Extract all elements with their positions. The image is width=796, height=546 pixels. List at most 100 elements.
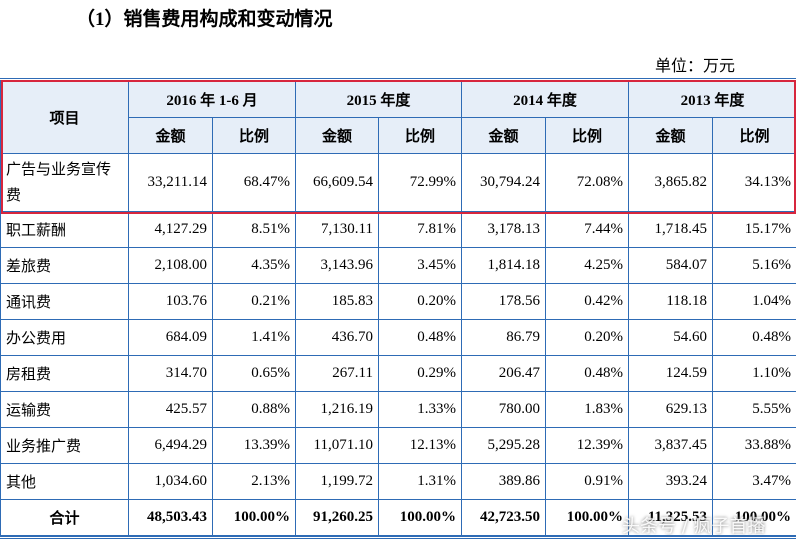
value-cell: 2.13%: [212, 463, 296, 500]
header-cell: 项目: [0, 81, 129, 154]
value-cell: 1.33%: [377, 391, 463, 428]
unit: 单位：万元: [655, 58, 736, 75]
value-cell: 4,127.29: [128, 211, 213, 248]
data-row: 差旅费 2,108.00 4.35% 3,143.96 3.45% 1,814.18 4.2…: [0, 247, 796, 284]
value-cell: 393.24: [628, 463, 714, 500]
value-cell: 0.21%: [212, 283, 296, 320]
data-row: 广告与业务宣传费 33,211.14 68.47% 66,609.54 72.99% 30…: [0, 153, 796, 212]
row-label: 广告与业务宣传费: [0, 153, 129, 212]
value-cell: 5.16%: [712, 247, 796, 284]
total-cell: 100.00%: [377, 499, 463, 536]
value-cell: 13.39%: [212, 427, 296, 464]
value-cell: 5.55%: [712, 391, 796, 428]
data-row: 办公费用 684.09 1.41% 436.70 0.48% 86.79 0.20% 54.6…: [0, 319, 796, 356]
value-cell: 314.70: [128, 355, 213, 392]
value-cell: 1.41%: [212, 319, 296, 356]
row-label: 房租费: [0, 355, 129, 392]
value-cell: 7,130.11: [295, 211, 379, 248]
table: 项目 2016 年 1-6 月 2015 年度 2014 年度 2013 年度 金额 比例金…: [0, 81, 796, 536]
value-cell: 0.48%: [377, 319, 463, 356]
total-cell: 91,260.25: [295, 499, 379, 536]
value-cell: 54.60: [628, 319, 714, 356]
value-cell: 68.47%: [212, 153, 296, 212]
value-cell: 0.88%: [212, 391, 296, 428]
value-cell: 425.57: [128, 391, 213, 428]
value-cell: 86.79: [461, 319, 547, 356]
data-row: 业务推广费 6,494.29 13.39% 11,071.10 12.13% 5,295.…: [0, 427, 796, 464]
value-cell: 3,837.45: [628, 427, 714, 464]
value-cell: 0.42%: [545, 283, 630, 320]
value-cell: 72.08%: [545, 153, 630, 212]
value-cell: 0.20%: [377, 283, 463, 320]
value-cell: 4.35%: [212, 247, 296, 284]
value-cell: 3,143.96: [295, 247, 379, 284]
value-cell: 1,814.18: [461, 247, 547, 284]
row-label: 职工薪酬: [0, 211, 129, 248]
sub-header: 金额: [295, 117, 379, 154]
year-header: 2014 年度: [461, 81, 630, 118]
value-cell: 3.45%: [377, 247, 463, 284]
value-cell: 684.09: [128, 319, 213, 356]
total-cell: 42,723.50: [461, 499, 547, 536]
value-cell: 185.83: [295, 283, 379, 320]
sub-header: 比例: [212, 117, 296, 154]
value-cell: 4.25%: [545, 247, 630, 284]
total-cell: 100.00%: [712, 499, 796, 536]
value-cell: 34.13%: [712, 153, 796, 212]
value-cell: 7.81%: [377, 211, 463, 248]
value-cell: 8.51%: [212, 211, 296, 248]
value-cell: 15.17%: [712, 211, 796, 248]
value-cell: 178.56: [461, 283, 547, 320]
value-cell: 1.04%: [712, 283, 796, 320]
value-cell: 1.83%: [545, 391, 630, 428]
value-cell: 0.65%: [212, 355, 296, 392]
value-cell: 389.86: [461, 463, 547, 500]
row-label: 办公费用: [0, 319, 129, 356]
value-cell: 267.11: [295, 355, 379, 392]
value-cell: 103.76: [128, 283, 213, 320]
data-row: 其他 1,034.60 2.13% 1,199.72 1.31% 389.86 0.91% 3…: [0, 463, 796, 500]
sub-header: 比例: [712, 117, 796, 154]
value-cell: 6,494.29: [128, 427, 213, 464]
title: （1）销售费用构成和变动情况: [76, 9, 333, 30]
row-label: 差旅费: [0, 247, 129, 284]
value-cell: 30,794.24: [461, 153, 547, 212]
value-cell: 1,199.72: [295, 463, 379, 500]
value-cell: 12.13%: [377, 427, 463, 464]
value-cell: 1,718.45: [628, 211, 714, 248]
value-cell: 0.29%: [377, 355, 463, 392]
total-cell: 100.00%: [212, 499, 296, 536]
value-cell: 1.10%: [712, 355, 796, 392]
value-cell: 1.31%: [377, 463, 463, 500]
sub-header: 比例: [377, 117, 463, 154]
total-cell: 100.00%: [545, 499, 630, 536]
value-cell: 629.13: [628, 391, 714, 428]
value-cell: 3,865.82: [628, 153, 714, 212]
value-cell: 5,295.28: [461, 427, 547, 464]
value-cell: 0.48%: [712, 319, 796, 356]
value-cell: 3,178.13: [461, 211, 547, 248]
total-cell: 11,325.53: [628, 499, 714, 536]
header-row: 项目 2016 年 1-6 月 2015 年度 2014 年度 2013 年度: [0, 81, 796, 154]
value-cell: 33,211.14: [128, 153, 213, 212]
value-cell: 124.59: [628, 355, 714, 392]
watermark: 头条号 / 疯子首播: [622, 516, 766, 537]
value-cell: 66,609.54: [295, 153, 379, 212]
row-label: 运输费: [0, 391, 129, 428]
value-cell: 1,034.60: [128, 463, 213, 500]
value-cell: 436.70: [295, 319, 379, 356]
value-cell: 118.18: [628, 283, 714, 320]
value-cell: 33.88%: [712, 427, 796, 464]
value-cell: 72.99%: [377, 153, 463, 212]
year-header: 2013 年度: [628, 81, 796, 118]
value-cell: 7.44%: [545, 211, 630, 248]
sub-header: 比例: [545, 117, 630, 154]
value-cell: 12.39%: [545, 427, 630, 464]
value-cell: 0.48%: [545, 355, 630, 392]
data-row: 房租费 314.70 0.65% 267.11 0.29% 206.47 0.48% 124.…: [0, 355, 796, 392]
total-row: 合计 48,503.43 100.00% 91,260.25 100.00% 42,723…: [0, 499, 796, 536]
year-header: 2015 年度: [294, 81, 463, 118]
row-label: 通讯费: [0, 283, 129, 320]
sub-header: 金额: [128, 117, 213, 154]
row-label: 业务推广费: [0, 427, 129, 464]
